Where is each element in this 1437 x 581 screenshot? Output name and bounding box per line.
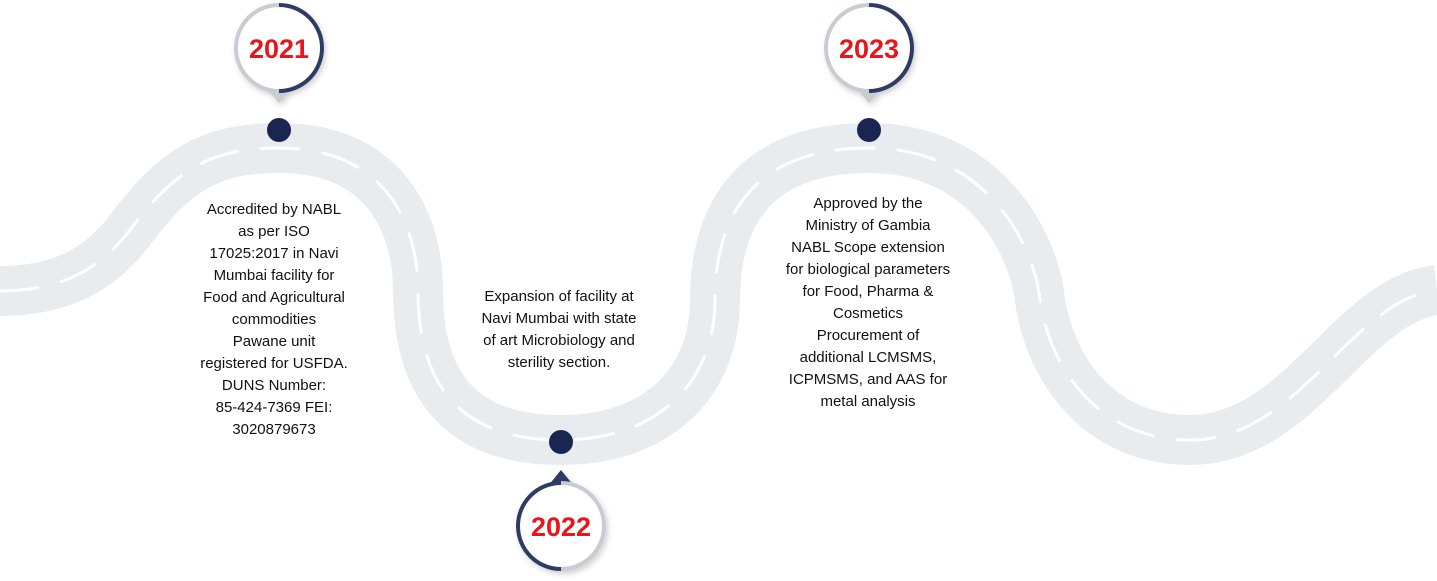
milestone-2023-line: Cosmetics — [832, 305, 903, 322]
milestone-dot-2022 — [549, 430, 573, 454]
milestone-dot-2023 — [857, 118, 881, 142]
milestone-2021-line: Pawane unit — [232, 333, 316, 350]
milestone-2021-line: as per ISO — [238, 223, 310, 240]
milestone-2023-line: ICPMSMS, and AAS for — [788, 371, 948, 388]
milestone-2023-line: for Food, Pharma & — [802, 283, 934, 300]
milestone-description-2023: Approved by the Ministry of Gambia NABL … — [767, 193, 969, 413]
milestone-2021-line: registered for USFDA. — [200, 355, 348, 372]
road-lane-dashes — [0, 146, 1437, 442]
year-label-2023: 2023 — [838, 34, 900, 64]
year-badge-2021 — [234, 3, 324, 103]
milestone-2021-line: commodities — [231, 311, 317, 328]
milestone-2021-line: DUNS Number: — [221, 377, 327, 394]
milestone-description-2022: Expansion of facility at Navi Mumbai wit… — [464, 286, 654, 374]
year-badge-2023 — [824, 3, 914, 103]
milestone-2023-line: Ministry of Gambia — [805, 217, 931, 234]
milestone-dot-2021 — [267, 118, 291, 142]
milestone-2023-line: Approved by the — [813, 195, 923, 212]
milestone-2023-line: NABL Scope extension — [791, 239, 945, 256]
year-label-2022: 2022 — [530, 512, 592, 542]
milestone-2022-line: Expansion of facility at — [484, 288, 634, 305]
year-label-2021: 2021 — [248, 34, 310, 64]
milestone-2023-line: metal analysis — [820, 393, 916, 410]
milestone-2021-line: Accredited by NABL — [206, 201, 342, 218]
milestone-2023-line: Procurement of — [816, 327, 920, 344]
milestone-2021-line: 17025:2017 in Navi — [209, 245, 339, 262]
milestone-2022-line: sterility section. — [507, 354, 611, 371]
milestone-2022-line: Navi Mumbai with state — [481, 310, 637, 327]
milestone-2021-line: 85-424-7369 FEI: — [215, 399, 333, 416]
milestone-2021-line: Mumbai facility for — [213, 267, 335, 284]
milestone-2021-line: Food and Agricultural — [203, 289, 345, 306]
milestone-description-2021: Accredited by NABL as per ISO 17025:2017… — [184, 199, 364, 441]
milestone-2023-line: additional LCMSMS, — [799, 349, 937, 366]
milestone-2023-line: for biological parameters — [785, 261, 951, 278]
milestone-2021-line: 3020879673 — [232, 421, 316, 438]
milestone-2022-line: of art Microbiology and — [483, 332, 635, 349]
year-badge-2022 — [516, 470, 606, 571]
